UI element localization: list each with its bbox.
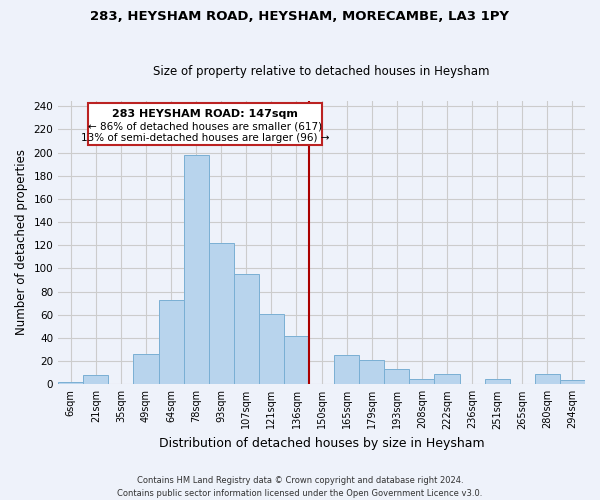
Text: Contains HM Land Registry data © Crown copyright and database right 2024.
Contai: Contains HM Land Registry data © Crown c…	[118, 476, 482, 498]
Bar	[485, 378, 510, 384]
Bar	[58, 382, 83, 384]
Bar	[385, 369, 409, 384]
Bar	[560, 380, 585, 384]
Bar	[409, 378, 434, 384]
Bar	[158, 300, 184, 384]
Y-axis label: Number of detached properties: Number of detached properties	[15, 150, 28, 336]
Bar	[133, 354, 158, 384]
Bar	[434, 374, 460, 384]
Bar	[284, 336, 309, 384]
Bar	[334, 356, 359, 384]
Bar	[535, 374, 560, 384]
Text: 283, HEYSHAM ROAD, HEYSHAM, MORECAMBE, LA3 1PY: 283, HEYSHAM ROAD, HEYSHAM, MORECAMBE, L…	[91, 10, 509, 23]
Bar	[209, 243, 234, 384]
Bar	[359, 360, 385, 384]
Text: 283 HEYSHAM ROAD: 147sqm: 283 HEYSHAM ROAD: 147sqm	[112, 108, 298, 118]
FancyBboxPatch shape	[88, 103, 322, 144]
X-axis label: Distribution of detached houses by size in Heysham: Distribution of detached houses by size …	[159, 437, 484, 450]
Text: ← 86% of detached houses are smaller (617): ← 86% of detached houses are smaller (61…	[88, 122, 322, 132]
Title: Size of property relative to detached houses in Heysham: Size of property relative to detached ho…	[154, 66, 490, 78]
Bar	[184, 155, 209, 384]
Bar	[234, 274, 259, 384]
Bar	[259, 314, 284, 384]
Bar	[83, 375, 109, 384]
Text: 13% of semi-detached houses are larger (96) →: 13% of semi-detached houses are larger (…	[80, 133, 329, 143]
